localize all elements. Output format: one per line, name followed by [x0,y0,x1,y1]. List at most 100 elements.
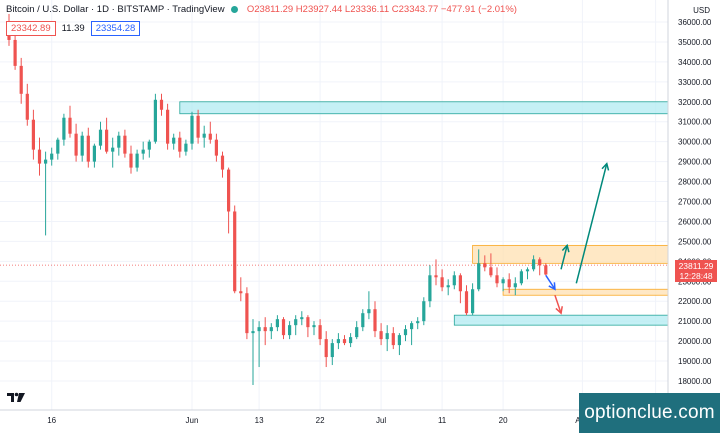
candle[interactable] [440,269,444,292]
candle[interactable] [13,35,17,70]
candle[interactable] [519,269,523,286]
candle[interactable] [434,259,438,286]
candle[interactable] [318,319,322,346]
zone-resistance-orange[interactable] [472,244,669,264]
candle[interactable] [227,167,231,234]
candle[interactable] [166,103,170,150]
candle[interactable] [361,309,365,332]
candle[interactable] [147,139,151,158]
sell-price-button[interactable]: 23342.89 [6,21,56,36]
candle[interactable] [92,143,96,168]
candle[interactable] [135,149,139,172]
candle[interactable] [129,145,133,174]
candle[interactable] [68,105,72,138]
candle[interactable] [37,137,42,176]
candle[interactable] [446,279,450,296]
candle[interactable] [452,271,456,290]
candles[interactable] [7,14,548,385]
candle[interactable] [489,253,493,278]
candle[interactable] [288,321,292,340]
candle[interactable] [56,137,60,160]
zone-resistance-blue[interactable] [179,101,669,115]
candle[interactable] [373,301,377,338]
candle[interactable] [464,285,469,316]
candle[interactable] [275,315,279,332]
candle[interactable] [379,323,383,346]
candle[interactable] [31,109,35,160]
candle[interactable] [422,297,426,326]
candle[interactable] [86,127,90,168]
candle[interactable] [391,327,395,350]
candle[interactable] [220,151,225,178]
candle[interactable] [312,321,316,336]
candle[interactable] [159,93,164,116]
time-axis[interactable]: 16Jun1322Jul1120Aug15 [47,416,660,425]
zone-support-blue[interactable] [453,314,669,326]
candle[interactable] [184,139,188,156]
candle[interactable] [62,113,66,146]
candle[interactable] [25,83,29,126]
candle[interactable] [196,109,200,144]
price-axis[interactable]: 18000.00 19000.00 20000.00 21000.00 22000.00… [678,18,712,386]
candle[interactable] [263,317,267,346]
tradingview-logo-icon[interactable] [6,390,26,404]
candle[interactable] [50,147,54,166]
candle[interactable] [355,321,359,340]
arrow-red[interactable] [554,294,563,315]
candle[interactable] [397,333,401,356]
arrows[interactable] [545,162,610,315]
arrow-green[interactable] [575,162,610,284]
buy-price-button[interactable]: 23354.28 [90,21,141,36]
candle[interactable] [495,267,499,288]
candle[interactable] [105,117,109,154]
candle[interactable] [98,121,103,150]
zone-support-orange[interactable] [502,288,669,296]
candle[interactable] [251,319,255,385]
candle[interactable] [501,277,505,292]
candle[interactable] [111,137,115,168]
candle[interactable] [336,333,340,350]
candle[interactable] [477,249,481,292]
candle[interactable] [178,131,182,158]
candle[interactable] [80,131,84,162]
candle[interactable] [123,129,127,158]
arrow-blue[interactable] [545,274,556,291]
candle[interactable] [190,111,194,150]
candle[interactable] [257,321,261,368]
candle[interactable] [153,93,157,144]
candle[interactable] [410,321,414,346]
candle[interactable] [525,267,530,280]
candle[interactable] [471,283,475,316]
candle[interactable] [214,133,218,162]
candle[interactable] [233,205,237,294]
candle[interactable] [458,273,462,304]
candle[interactable] [300,311,304,326]
candle[interactable] [507,273,511,294]
candle[interactable] [513,277,517,296]
candle[interactable] [245,287,249,340]
candle[interactable] [330,339,334,366]
candle[interactable] [416,317,420,330]
candle[interactable] [19,57,23,104]
candle[interactable] [403,325,408,342]
candle[interactable] [385,325,389,352]
candle[interactable] [74,123,78,162]
currency-label[interactable]: USD [693,6,710,15]
candle[interactable] [306,315,310,338]
candle[interactable] [428,265,432,308]
candle[interactable] [324,331,328,368]
candle[interactable] [544,263,548,276]
candle[interactable] [483,255,487,272]
candle[interactable] [172,133,176,150]
candle[interactable] [532,255,536,272]
candle[interactable] [294,315,298,336]
candle[interactable] [342,335,347,346]
candle[interactable] [141,141,145,160]
candle[interactable] [367,291,371,320]
candle[interactable] [117,131,121,156]
arrow-green[interactable] [560,243,570,270]
candle[interactable] [208,121,212,144]
candle[interactable] [538,257,542,276]
candle[interactable] [281,317,286,340]
